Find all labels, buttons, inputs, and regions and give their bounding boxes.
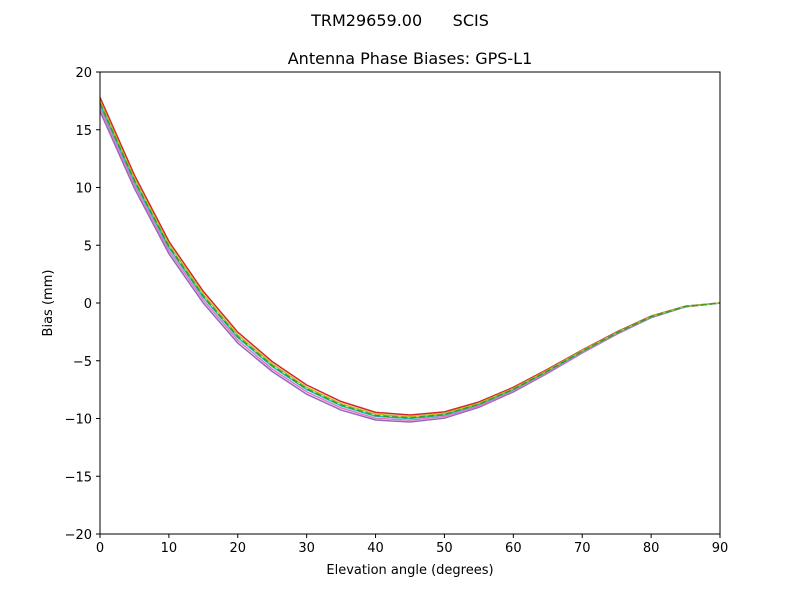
x-tick-label: 70 bbox=[574, 541, 591, 556]
series-line-s1 bbox=[99, 110, 721, 423]
y-tick-label: 5 bbox=[84, 239, 92, 254]
plot-frame bbox=[99, 71, 721, 535]
series-line-s6 bbox=[99, 102, 721, 419]
series-line-s2 bbox=[99, 107, 721, 421]
y-tick-label: 10 bbox=[75, 182, 92, 197]
series-line-s5 bbox=[99, 100, 721, 418]
y-tick-label: 0 bbox=[84, 297, 92, 312]
series-line-s3 bbox=[99, 97, 721, 416]
series-lines bbox=[99, 97, 721, 423]
y-tick-label: −10 bbox=[65, 413, 92, 428]
y-tick-label: −20 bbox=[65, 528, 92, 543]
series-line-s4 bbox=[99, 103, 721, 420]
x-tick-label: 40 bbox=[367, 541, 384, 556]
chart-title: Antenna Phase Biases: GPS-L1 bbox=[288, 49, 533, 68]
x-tick-label: 0 bbox=[96, 541, 104, 556]
y-tick-label: 20 bbox=[75, 66, 92, 81]
x-axis: 0 10 20 30 40 50 60 70 80 90 bbox=[96, 534, 728, 556]
y-axis: −20 −15 −10 −5 0 5 10 15 20 bbox=[65, 66, 100, 543]
x-tick-label: 20 bbox=[230, 541, 247, 556]
x-tick-label: 90 bbox=[712, 541, 729, 556]
y-tick-label: 15 bbox=[75, 124, 92, 139]
x-tick-label: 80 bbox=[643, 541, 660, 556]
x-tick-label: 10 bbox=[161, 541, 178, 556]
y-axis-label: Bias (mm) bbox=[41, 270, 56, 337]
chart-suptitle: TRM29659.00 SCIS bbox=[310, 11, 489, 30]
x-axis-label: Elevation angle (degrees) bbox=[326, 563, 493, 578]
x-tick-label: 50 bbox=[436, 541, 453, 556]
x-tick-label: 30 bbox=[298, 541, 315, 556]
y-tick-label: −5 bbox=[73, 355, 92, 370]
y-tick-label: −15 bbox=[65, 470, 92, 485]
x-tick-label: 60 bbox=[505, 541, 522, 556]
